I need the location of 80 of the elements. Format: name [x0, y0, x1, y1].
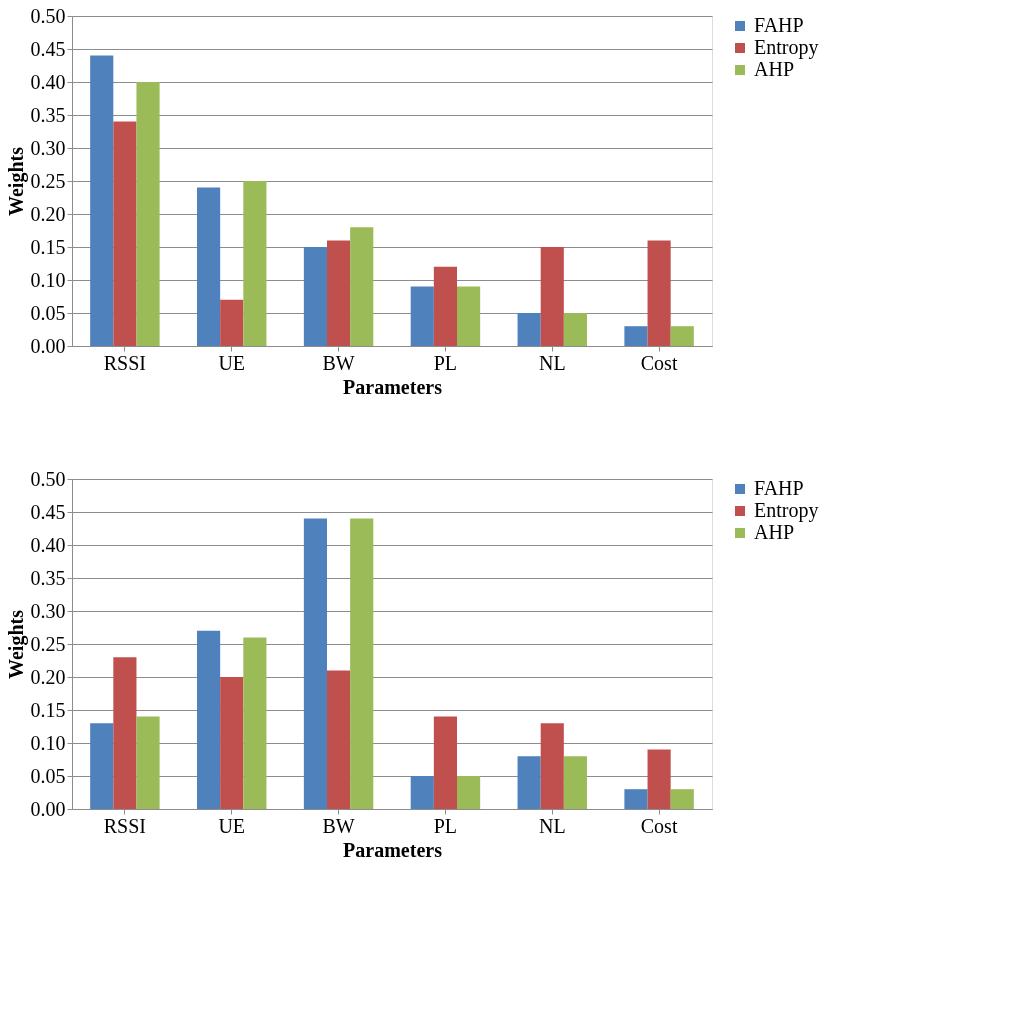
y-tick-label: 0.45	[30, 37, 66, 60]
y-tick-label: 0.00	[30, 797, 66, 820]
x-tick-label: PL	[433, 351, 458, 374]
bar	[457, 286, 481, 346]
bar	[197, 187, 221, 346]
x-tick-label: BW	[322, 814, 355, 837]
bar	[410, 286, 434, 346]
legend-label: AHP	[754, 521, 795, 543]
bar	[624, 789, 648, 809]
x-tick-label: Cost	[640, 351, 678, 374]
x-axis-title: Parameters	[343, 838, 443, 861]
y-tick-label: 0.35	[30, 103, 66, 126]
bar	[350, 227, 374, 346]
bar	[540, 247, 564, 346]
y-tick-label: 0.45	[30, 500, 66, 523]
y-tick-label: 0.30	[30, 136, 66, 159]
x-tick-label: NL	[538, 351, 566, 374]
y-tick-label: 0.05	[30, 301, 66, 324]
bar	[563, 756, 587, 809]
y-tick-label: 0.10	[30, 731, 66, 754]
x-tick-label: NL	[538, 814, 566, 837]
y-tick-label: 0.15	[30, 235, 66, 258]
bar	[670, 326, 694, 346]
bar	[457, 776, 481, 809]
bar	[243, 181, 267, 346]
bar	[220, 299, 244, 346]
bar	[197, 630, 221, 809]
bar	[540, 723, 564, 809]
bar	[136, 716, 160, 809]
legend-label: Entropy	[754, 499, 819, 522]
bar	[113, 121, 137, 346]
bar	[350, 518, 374, 809]
y-tick-label: 0.50	[30, 467, 66, 490]
y-tick-label: 0.15	[30, 698, 66, 721]
bar	[90, 55, 114, 346]
legend-label: Entropy	[754, 36, 819, 59]
bar	[517, 756, 541, 809]
bar	[90, 723, 114, 809]
bar	[327, 670, 351, 809]
bar	[327, 240, 351, 346]
bar	[624, 326, 648, 346]
y-tick-label: 0.50	[30, 4, 66, 27]
y-tick-label: 0.05	[30, 764, 66, 787]
bar	[647, 749, 671, 809]
bar	[410, 776, 434, 809]
y-tick-label: 0.00	[30, 334, 66, 357]
legend-label: FAHP	[754, 477, 804, 499]
y-tick-label: 0.35	[30, 566, 66, 589]
x-tick-label: PL	[433, 814, 458, 837]
legend-label: AHP	[754, 58, 795, 80]
bar	[647, 240, 671, 346]
y-tick-label: 0.30	[30, 599, 66, 622]
x-tick-label: RSSI	[103, 814, 147, 837]
y-tick-label: 0.20	[30, 665, 66, 688]
bar	[303, 518, 327, 809]
bar	[113, 657, 137, 809]
bar	[433, 716, 457, 809]
y-tick-label: 0.25	[30, 632, 66, 655]
bar	[563, 313, 587, 346]
bar	[433, 266, 457, 346]
x-tick-label: UE	[218, 814, 246, 837]
bar	[517, 313, 541, 346]
bar	[243, 637, 267, 809]
x-axis-title: Parameters	[343, 375, 443, 398]
bar	[136, 82, 160, 346]
bar	[303, 247, 327, 346]
x-tick-label: RSSI	[103, 351, 147, 374]
y-tick-label: 0.20	[30, 202, 66, 225]
y-axis-title: Weights	[4, 146, 28, 216]
y-tick-label: 0.25	[30, 169, 66, 192]
y-tick-label: 0.40	[30, 533, 66, 556]
bar	[670, 789, 694, 809]
bar	[220, 677, 244, 809]
y-tick-label: 0.10	[30, 268, 66, 291]
x-tick-label: Cost	[640, 814, 678, 837]
y-axis-title: Weights	[4, 609, 28, 679]
y-tick-label: 0.40	[30, 70, 66, 93]
x-tick-label: BW	[322, 351, 355, 374]
x-tick-label: UE	[218, 351, 246, 374]
legend-label: FAHP	[754, 14, 804, 36]
